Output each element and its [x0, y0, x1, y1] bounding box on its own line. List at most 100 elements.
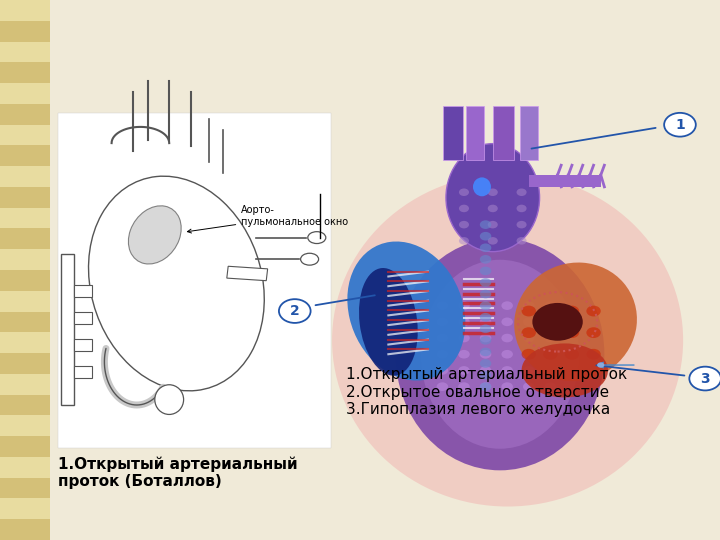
Circle shape: [564, 306, 579, 316]
Circle shape: [523, 301, 534, 310]
Bar: [528, 175, 600, 187]
Bar: [0, 457, 50, 478]
Bar: [61, 254, 74, 405]
Circle shape: [480, 290, 491, 299]
Circle shape: [544, 382, 556, 391]
Circle shape: [543, 327, 557, 338]
Ellipse shape: [155, 384, 184, 415]
Circle shape: [516, 237, 526, 245]
Circle shape: [516, 205, 526, 212]
Bar: [0, 478, 720, 498]
Bar: [227, 266, 268, 281]
Circle shape: [480, 244, 491, 252]
Circle shape: [480, 350, 491, 359]
Bar: [0, 62, 50, 83]
Bar: [0, 83, 50, 104]
Bar: [0, 291, 50, 312]
Circle shape: [523, 350, 534, 359]
Bar: [0, 374, 50, 395]
Circle shape: [501, 334, 513, 342]
Circle shape: [480, 382, 491, 391]
Bar: [0, 208, 720, 228]
Bar: [0, 228, 720, 249]
Circle shape: [458, 382, 469, 391]
Circle shape: [480, 359, 491, 368]
Bar: [74, 312, 92, 324]
Circle shape: [521, 327, 536, 338]
Circle shape: [543, 306, 557, 316]
Bar: [0, 104, 50, 125]
Circle shape: [458, 350, 469, 359]
Circle shape: [521, 349, 536, 360]
Bar: [0, 166, 720, 187]
Ellipse shape: [420, 260, 579, 449]
Circle shape: [487, 188, 498, 196]
Bar: [0, 415, 50, 436]
Bar: [0, 519, 50, 540]
Circle shape: [586, 306, 600, 316]
Circle shape: [480, 336, 491, 345]
Circle shape: [523, 318, 534, 326]
Bar: [0, 270, 720, 291]
Text: 3: 3: [701, 372, 710, 386]
Circle shape: [436, 366, 448, 375]
Bar: [443, 106, 463, 160]
Ellipse shape: [473, 177, 491, 196]
Bar: [0, 145, 50, 166]
Ellipse shape: [308, 232, 325, 244]
Ellipse shape: [514, 262, 637, 381]
Bar: [0, 42, 720, 62]
Circle shape: [480, 232, 491, 240]
Bar: [0, 125, 720, 145]
Bar: [0, 395, 50, 415]
Ellipse shape: [347, 241, 465, 381]
Bar: [0, 0, 720, 21]
Circle shape: [544, 334, 556, 342]
Circle shape: [516, 221, 526, 228]
Bar: [0, 436, 720, 457]
Bar: [0, 42, 50, 62]
Bar: [0, 187, 720, 208]
Text: 1: 1: [675, 118, 685, 132]
Text: 1.Открытый артериальный
проток (Боталлов): 1.Открытый артериальный проток (Боталлов…: [58, 456, 297, 489]
Text: Аорто-
пульмональное окно: Аорто- пульмональное окно: [187, 205, 348, 233]
Circle shape: [436, 382, 448, 391]
Bar: [0, 312, 50, 332]
Bar: [0, 353, 720, 374]
Bar: [0, 208, 50, 228]
Bar: [0, 270, 50, 291]
Circle shape: [436, 301, 448, 310]
Ellipse shape: [446, 144, 539, 252]
Bar: [0, 21, 720, 42]
Circle shape: [523, 382, 534, 391]
Bar: [74, 366, 92, 378]
Bar: [0, 353, 50, 374]
Bar: [0, 187, 50, 208]
Bar: [0, 125, 50, 145]
Bar: [0, 478, 50, 498]
Ellipse shape: [89, 176, 264, 391]
Bar: [0, 83, 720, 104]
Bar: [0, 21, 50, 42]
Circle shape: [436, 350, 448, 359]
Bar: [0, 145, 50, 166]
Circle shape: [480, 255, 491, 264]
Bar: [0, 498, 50, 519]
Circle shape: [501, 382, 513, 391]
Bar: [0, 415, 720, 436]
Circle shape: [480, 267, 491, 275]
Circle shape: [459, 188, 469, 196]
Circle shape: [586, 349, 600, 360]
Bar: [0, 249, 720, 270]
Bar: [0, 332, 720, 353]
Circle shape: [480, 348, 491, 356]
Ellipse shape: [301, 253, 319, 265]
Bar: [0, 332, 50, 353]
Circle shape: [480, 382, 491, 391]
Ellipse shape: [332, 174, 683, 507]
Circle shape: [480, 366, 491, 375]
Bar: [0, 228, 50, 249]
Bar: [58, 113, 331, 448]
Circle shape: [543, 349, 557, 360]
Bar: [0, 519, 50, 540]
